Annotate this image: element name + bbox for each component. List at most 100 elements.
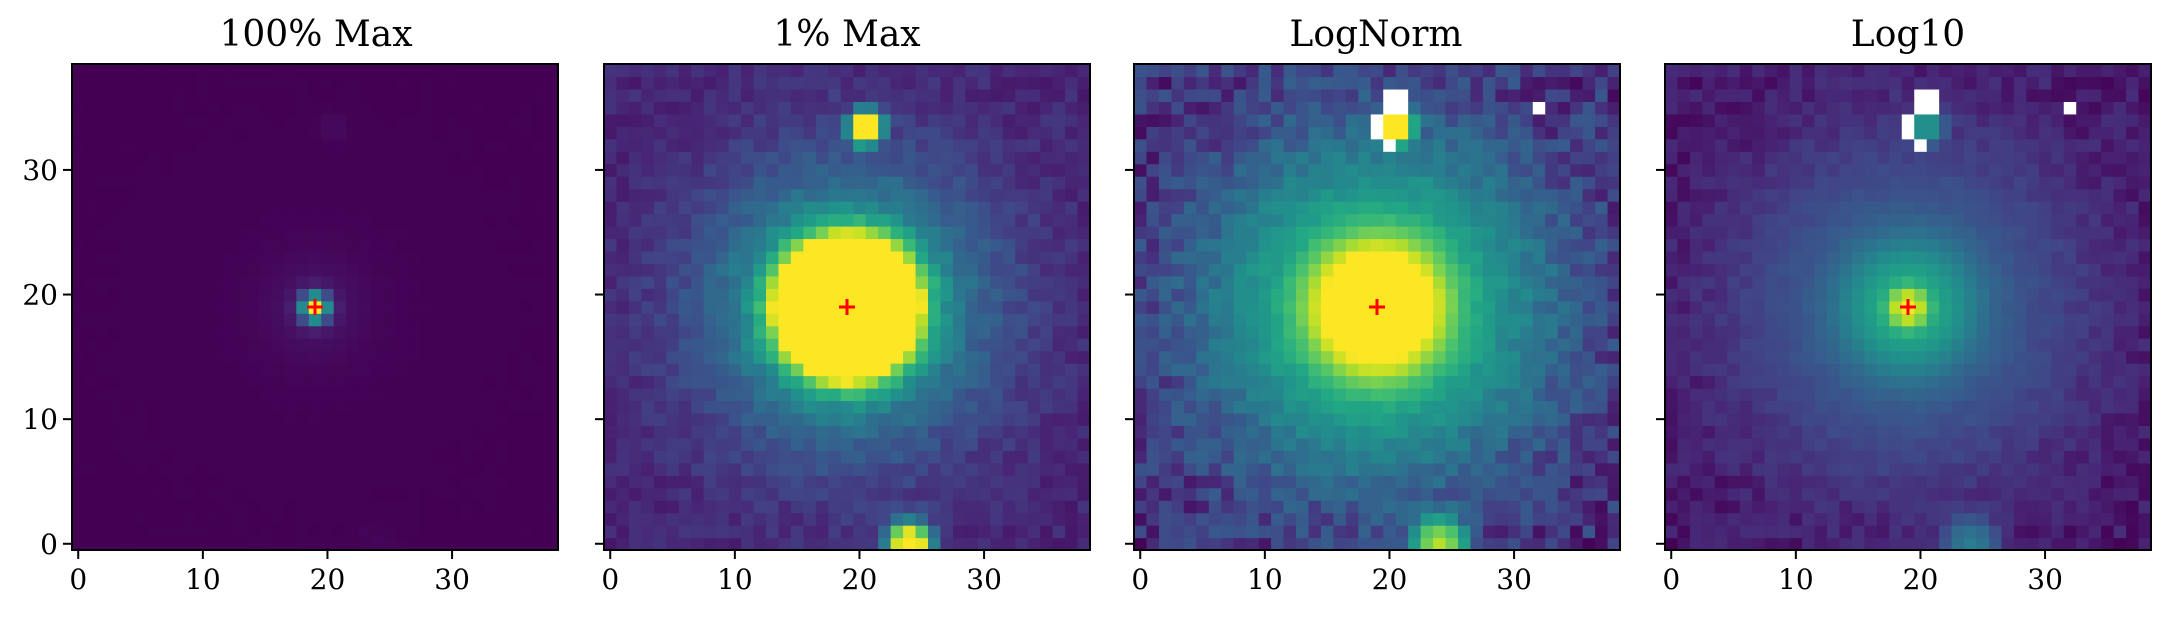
heatmap-cell — [691, 101, 705, 115]
heatmap-cell — [358, 176, 372, 190]
heatmap-cell — [134, 500, 148, 514]
heatmap-cell — [545, 363, 559, 377]
heatmap-cell — [753, 412, 767, 426]
heatmap-cell — [408, 525, 422, 539]
heatmap-cell — [1002, 350, 1016, 364]
heatmap-cell — [84, 113, 98, 127]
heatmap-cell — [1520, 363, 1534, 377]
heatmap-cell — [1077, 388, 1091, 402]
heatmap-cell — [520, 176, 534, 190]
heatmap-cell — [653, 325, 667, 339]
heatmap-cell — [653, 76, 667, 90]
heatmap-cell — [803, 64, 817, 78]
heatmap-cell — [803, 101, 817, 115]
heatmap-cell — [146, 388, 160, 402]
heatmap-cell — [1901, 450, 1915, 464]
heatmap-cell — [1246, 437, 1260, 451]
heatmap-cell — [2138, 500, 2152, 514]
heatmap-cell — [1134, 300, 1148, 314]
heatmap-cell — [134, 163, 148, 177]
heatmap-cell — [96, 163, 110, 177]
heatmap-cell — [1134, 350, 1148, 364]
heatmap-cell — [778, 525, 792, 539]
heatmap-cell — [246, 350, 260, 364]
heatmap-cell — [84, 188, 98, 202]
y-tick-label: 30 — [22, 154, 58, 187]
heatmap-cell — [1040, 363, 1054, 377]
heatmap-cell — [184, 163, 198, 177]
heatmap-cell — [296, 375, 310, 389]
heatmap-cell — [358, 64, 372, 78]
heatmap-cell — [903, 263, 917, 277]
heatmap-cell — [1677, 475, 1691, 489]
heatmap-cell — [84, 313, 98, 327]
heatmap-cell — [1358, 325, 1372, 339]
heatmap-cell — [1420, 288, 1434, 302]
heatmap-cell — [1296, 400, 1310, 414]
heatmap-cell — [246, 126, 260, 140]
heatmap-cell — [171, 525, 185, 539]
heatmap-cell — [445, 238, 459, 252]
heatmap-cell — [2076, 537, 2090, 551]
heatmap-cell — [678, 101, 692, 115]
heatmap-cell — [96, 201, 110, 215]
heatmap-cell — [1545, 525, 1559, 539]
heatmap-cell — [1345, 226, 1359, 240]
heatmap-cell — [371, 263, 385, 277]
heatmap-cell — [1545, 313, 1559, 327]
heatmap-cell — [1333, 313, 1347, 327]
heatmap-cell — [1557, 64, 1571, 78]
heatmap-cell — [1171, 388, 1185, 402]
heatmap-cell — [1052, 425, 1066, 439]
heatmap-cell — [171, 275, 185, 289]
heatmap-cell — [1507, 213, 1521, 227]
heatmap-cell — [1595, 487, 1609, 501]
heatmap-cell — [221, 250, 235, 264]
heatmap-cell — [221, 76, 235, 90]
heatmap-cell — [134, 288, 148, 302]
heatmap-cell — [1433, 537, 1447, 551]
heatmap-cell — [1532, 525, 1546, 539]
heatmap-cell — [333, 325, 347, 339]
heatmap-cell — [1221, 88, 1235, 102]
heatmap-cell — [1258, 462, 1272, 476]
heatmap-cell — [1520, 176, 1534, 190]
heatmap-cell — [1196, 275, 1210, 289]
heatmap-cell — [1134, 475, 1148, 489]
heatmap-cell — [321, 400, 335, 414]
heatmap-cell — [1134, 201, 1148, 215]
heatmap-cell — [766, 437, 780, 451]
heatmap-cell — [1557, 101, 1571, 115]
heatmap-cell — [1445, 500, 1459, 514]
heatmap-cell — [1532, 462, 1546, 476]
heatmap-cell — [1383, 226, 1397, 240]
heatmap-cell — [1507, 250, 1521, 264]
heatmap-cell — [728, 275, 742, 289]
heatmap-cell — [1296, 375, 1310, 389]
heatmap-cell — [221, 450, 235, 464]
heatmap-cell — [928, 375, 942, 389]
heatmap-cell — [408, 151, 422, 165]
heatmap-cell — [1015, 400, 1029, 414]
heatmap-cell — [1383, 425, 1397, 439]
heatmap-cell — [1727, 537, 1741, 551]
heatmap-cell — [1208, 201, 1222, 215]
heatmap-cell — [1077, 138, 1091, 152]
heatmap-cell — [1221, 64, 1235, 78]
heatmap-cell — [1002, 238, 1016, 252]
heatmap-cell — [1296, 288, 1310, 302]
heatmap-cell — [184, 388, 198, 402]
heatmap-cell — [1027, 412, 1041, 426]
heatmap-cell — [296, 300, 310, 314]
heatmap-cell — [1146, 113, 1160, 127]
heatmap-cell — [653, 138, 667, 152]
heatmap-cell — [1482, 176, 1496, 190]
heatmap-cell — [890, 101, 904, 115]
heatmap-cell — [778, 512, 792, 526]
heatmap-cell — [470, 512, 484, 526]
heatmap-cell — [803, 487, 817, 501]
heatmap-cell — [321, 288, 335, 302]
heatmap-cell — [358, 151, 372, 165]
heatmap-cell — [828, 101, 842, 115]
heatmap-cell — [1308, 288, 1322, 302]
